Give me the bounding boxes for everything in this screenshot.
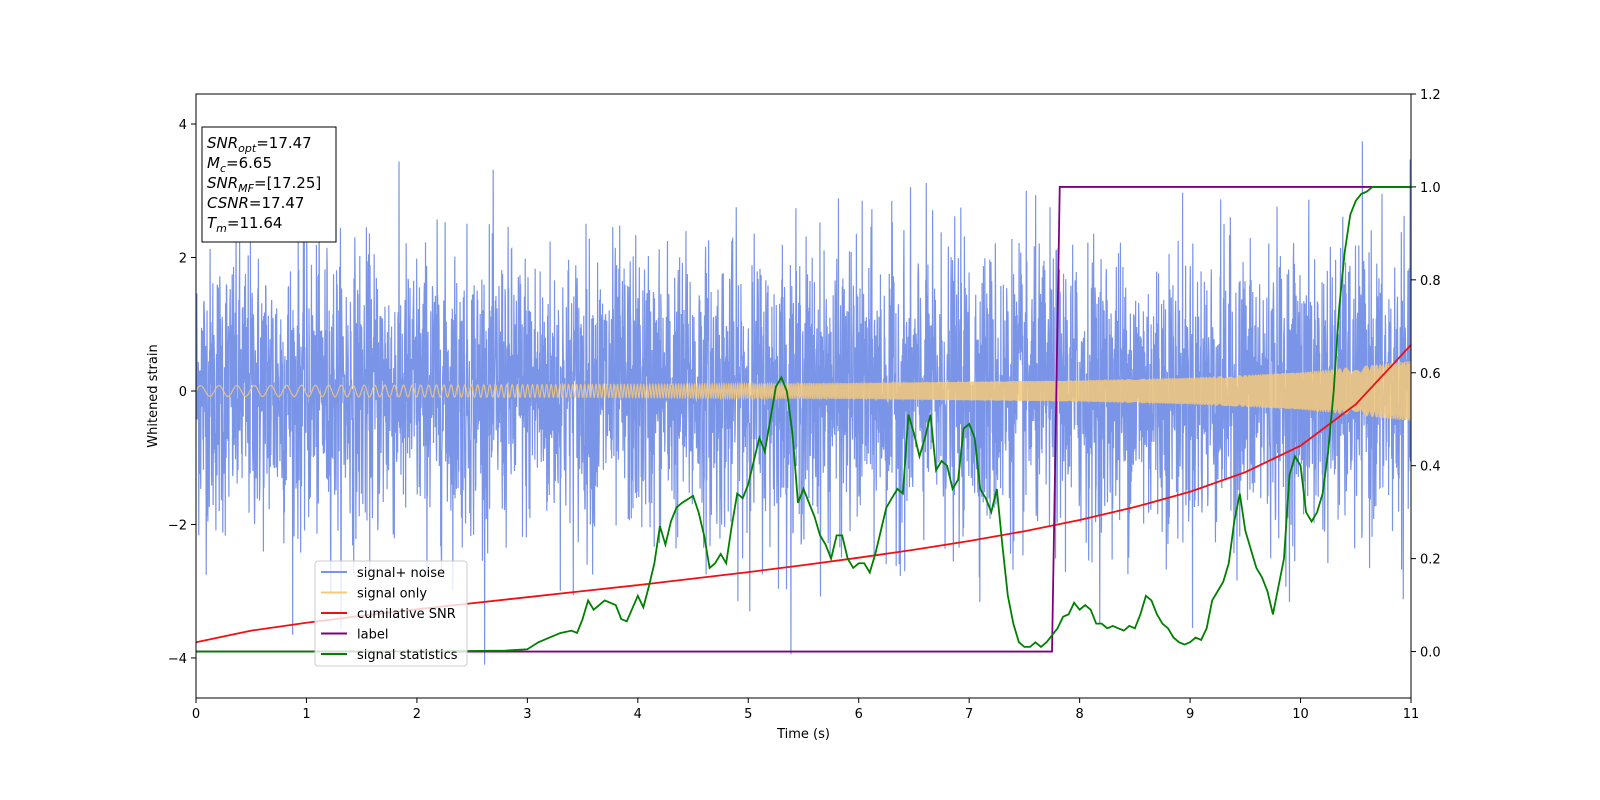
info-box-frame <box>201 126 337 243</box>
x-tick-label: 4 <box>634 707 642 722</box>
y2-tick-label: 0.6 <box>1420 367 1441 382</box>
legend-label: label <box>357 628 388 643</box>
info-value: =11.64 <box>227 214 283 232</box>
legend-label: signal+ noise <box>357 566 445 581</box>
series-signal-noise <box>196 141 1411 665</box>
info-row: SNRopt=17.47 <box>207 134 312 155</box>
info-subscript: m <box>216 222 227 235</box>
legend-box <box>314 560 468 667</box>
y-tick-label: 2 <box>179 252 187 267</box>
info-subscript: opt <box>238 142 257 155</box>
y-tick-label: 4 <box>179 118 187 133</box>
x-tick-label: 11 <box>1403 707 1420 722</box>
y2-tick-label: 0.2 <box>1420 553 1441 568</box>
y2-tick-label: 0.8 <box>1420 274 1441 289</box>
x-tick-label: 7 <box>965 707 973 722</box>
series-label <box>196 186 1411 653</box>
x-tick-label: 8 <box>1075 707 1083 722</box>
info-subscript: MF <box>238 182 254 195</box>
y-tick-label: −2 <box>168 518 187 533</box>
y-axis-label: Whitened strain <box>146 344 161 447</box>
info-row: CSNR=17.47 <box>207 194 304 212</box>
x-tick-label: 5 <box>744 707 752 722</box>
plot-frame <box>195 93 1412 699</box>
info-value: =17.47 <box>256 134 312 152</box>
info-symbol: T <box>207 214 218 232</box>
x-tick-label: 0 <box>192 707 200 722</box>
x-tick-label: 2 <box>413 707 421 722</box>
axes: 0 1 2 3 4 5 6 7 8 9 10 11 −4 −2 0 2 4 0.0 0.2 0.4 0.6 0.8 1.0 1… <box>168 88 1441 722</box>
y2-tick-label: 1.2 <box>1420 88 1441 103</box>
x-tick-label: 9 <box>1186 707 1194 722</box>
y2-tick-label: 0.0 <box>1420 646 1441 661</box>
legend-label: cumilative SNR <box>357 607 456 622</box>
x-tick-label: 1 <box>302 707 310 722</box>
info-box: SNRopt=17.47Mc=6.65SNRMF=[17.25]CSNR=17.… <box>201 126 337 243</box>
y2-tick-label: 1.0 <box>1420 181 1441 196</box>
info-symbol: SNR <box>207 174 238 192</box>
info-value: =17.47 <box>249 194 305 212</box>
series-signal-only <box>196 361 1411 421</box>
legend-label: signal statistics <box>357 648 458 663</box>
y2-tick-label: 0.4 <box>1420 460 1441 475</box>
x-tick-label: 10 <box>1292 707 1309 722</box>
info-row: Tm=11.64 <box>207 214 282 235</box>
info-symbol: CSNR <box>207 194 249 212</box>
x-tick-label: 3 <box>523 707 531 722</box>
legend-label: signal only <box>357 587 427 602</box>
x-axis-label: Time (s) <box>776 727 830 742</box>
info-symbol: M <box>207 154 220 172</box>
y-tick-label: −4 <box>168 652 187 667</box>
legend: signal+ noise signal only cumilative SNR la… <box>314 560 468 667</box>
info-row: Mc=6.65 <box>207 154 272 175</box>
x-tick-label: 6 <box>855 707 863 722</box>
info-value: =[17.25] <box>254 174 321 192</box>
info-symbol: SNR <box>207 134 238 152</box>
info-row: SNRMF=[17.25] <box>207 174 321 195</box>
info-value: =6.65 <box>226 154 272 172</box>
y-tick-label: 0 <box>179 385 187 400</box>
info-subscript: c <box>220 162 226 175</box>
series-signal-statistics <box>196 186 1411 653</box>
